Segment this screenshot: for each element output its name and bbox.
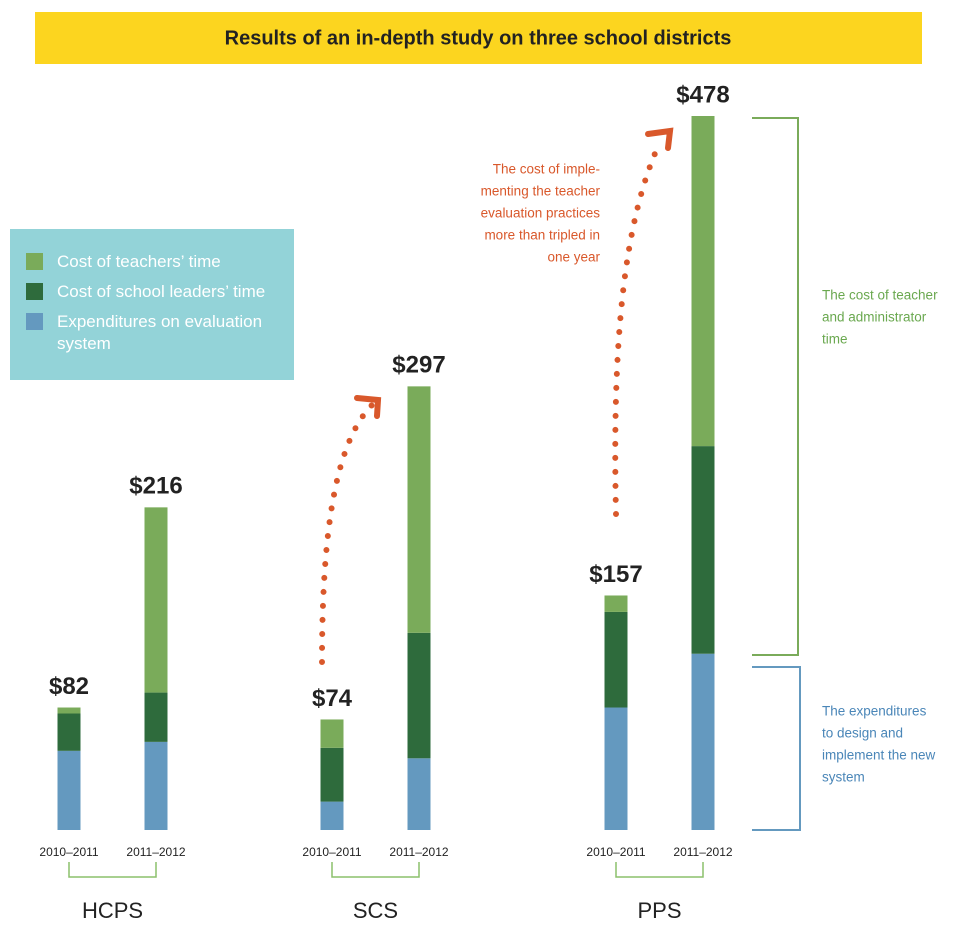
- legend-entry: Expenditures on evaluation system: [26, 311, 284, 355]
- bar-segment: [144, 741, 168, 830]
- annotation: menting the teacher: [481, 184, 601, 199]
- arrow-head: [354, 395, 382, 419]
- total-label: $74: [312, 685, 353, 712]
- legend-swatch: [26, 253, 43, 270]
- bracket-label: implement the new: [822, 748, 936, 763]
- bar-segment: [57, 707, 81, 714]
- bracket-label: The cost of teacher: [822, 288, 938, 303]
- bar-segment: [144, 507, 168, 693]
- bar-segment: [320, 801, 344, 830]
- x-tick-label: 2011–2012: [126, 845, 186, 859]
- bracket-label: to design and: [822, 726, 903, 741]
- bracket-label: time: [822, 332, 848, 347]
- x-tick-label: 2010–2011: [586, 845, 646, 859]
- group-bracket: [615, 862, 704, 878]
- group-bracket: [331, 862, 420, 878]
- group-bracket: [68, 862, 157, 878]
- dotted-arrow: [319, 402, 375, 665]
- bracket: [752, 666, 801, 831]
- dotted-arrow: [612, 139, 663, 517]
- total-label: $478: [676, 81, 729, 108]
- bar-segment: [320, 747, 344, 802]
- group-label: SCS: [353, 898, 398, 923]
- bracket: [752, 117, 799, 656]
- total-label: $297: [392, 352, 445, 379]
- legend-swatch: [26, 313, 43, 330]
- x-tick-label: 2011–2012: [389, 845, 449, 859]
- annotation: one year: [547, 250, 600, 265]
- group-label: PPS: [637, 898, 681, 923]
- legend: Cost of teachers’ time Cost of school lea…: [10, 229, 294, 380]
- total-label: $157: [589, 561, 642, 588]
- group-label: HCPS: [82, 898, 143, 923]
- annotation: The cost of imple-: [493, 162, 600, 177]
- annotation: evaluation practices: [481, 206, 601, 221]
- bar-segment: [407, 758, 431, 830]
- bar-segment: [604, 707, 628, 830]
- x-tick-label: 2011–2012: [673, 845, 733, 859]
- legend-text: Cost of teachers’ time: [57, 252, 221, 271]
- legend-entry: Cost of school leaders’ time: [26, 281, 284, 303]
- bar-segment: [320, 719, 344, 748]
- total-label: $82: [49, 673, 89, 700]
- x-tick-label: 2010–2011: [39, 845, 99, 859]
- chart-title: Results of an in-depth study on three sc…: [225, 27, 732, 49]
- bar-segment: [604, 595, 628, 612]
- legend-swatch: [26, 283, 43, 300]
- bar-segment: [57, 713, 81, 751]
- arrows: [319, 127, 674, 665]
- bar-segment: [57, 750, 81, 830]
- bracket-label: and administrator: [822, 310, 927, 325]
- bar-segment: [604, 611, 628, 708]
- bar-segment: [691, 446, 715, 654]
- bracket-label: system: [822, 770, 865, 785]
- x-tick-label: 2010–2011: [302, 845, 362, 859]
- bar-segment: [691, 653, 715, 830]
- bracket-label: The expenditures: [822, 704, 927, 719]
- legend-text: Cost of school leaders’ time: [57, 282, 266, 301]
- bar-segment: [144, 692, 168, 742]
- annotation: more than tripled in: [484, 228, 600, 243]
- legend-entry: Cost of teachers’ time: [26, 251, 284, 273]
- bar-segment: [691, 116, 715, 447]
- total-label: $216: [129, 473, 182, 500]
- title-banner: [35, 12, 922, 64]
- brackets: [752, 117, 801, 831]
- bar-segment: [407, 386, 431, 633]
- arrow-head: [645, 127, 674, 151]
- bar-segment: [407, 632, 431, 759]
- legend-text: Expenditures on evaluation system: [57, 312, 263, 353]
